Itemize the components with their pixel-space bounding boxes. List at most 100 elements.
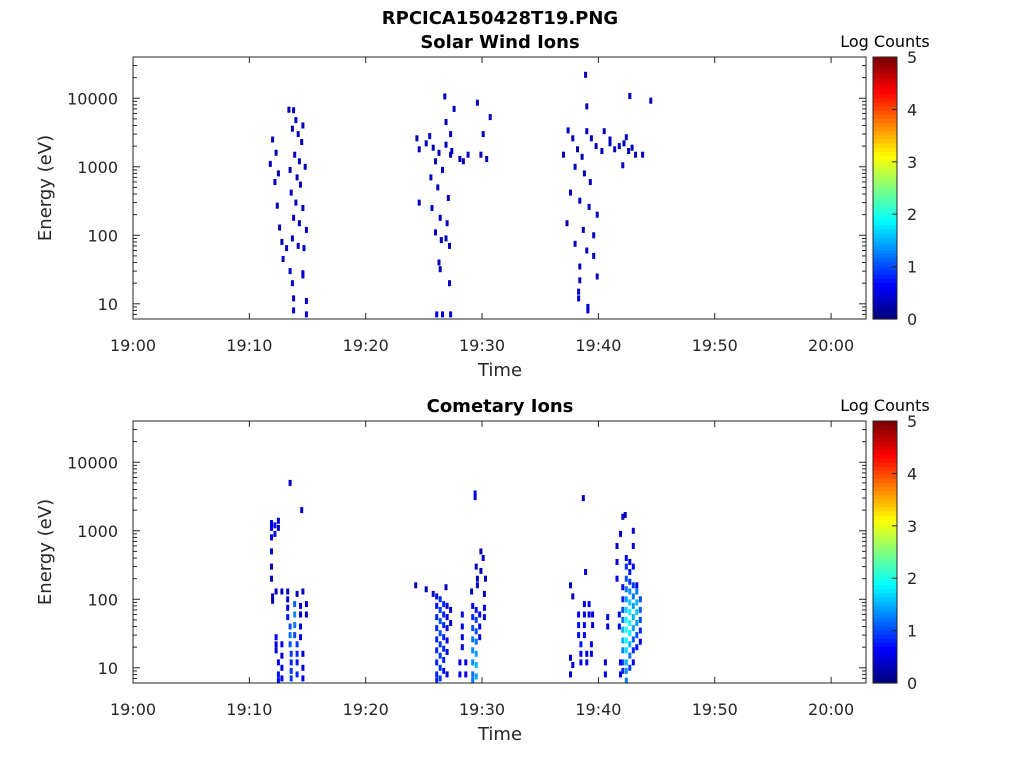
spectrogram-cell: [438, 664, 442, 671]
spectrogram-cell: [274, 634, 278, 641]
spectrogram-cell: [275, 202, 279, 209]
colorbar-segment: [873, 580, 897, 586]
spectrogram-cell: [438, 652, 442, 659]
spectrogram-cell: [631, 582, 635, 589]
spectrogram-cell: [600, 148, 604, 154]
colorbar-segment: [873, 208, 897, 214]
colorbar-segment: [873, 220, 897, 226]
x-tick-label: 19:10: [226, 336, 272, 355]
spectrogram-cell: [624, 667, 628, 674]
colorbar-segment: [873, 249, 897, 255]
spectrogram-cell: [288, 166, 292, 173]
colorbar-segment: [873, 216, 897, 222]
y-tick-label: 10000: [67, 453, 118, 472]
spectrogram-cell: [297, 158, 301, 165]
colorbar-segment: [873, 572, 897, 578]
spectrogram-cell: [594, 143, 598, 150]
spectrogram-cell: [569, 582, 572, 589]
spectrogram-cell: [624, 563, 628, 570]
colorbar-segment: [873, 85, 897, 91]
spectrogram-cell: [302, 245, 306, 252]
spectrogram-cell: [439, 237, 443, 244]
spectrogram-cell: [606, 623, 610, 630]
spectrogram-cell: [586, 307, 590, 314]
colorbar-segment: [873, 515, 897, 520]
spectrogram-cell: [276, 671, 280, 678]
spectrogram-cell: [438, 266, 442, 273]
colorbar-segment: [873, 560, 897, 565]
spectrogram-cell: [482, 614, 486, 621]
spectrogram-cell: [624, 637, 628, 644]
spectrogram-cell: [579, 641, 583, 648]
spectrogram-cell: [479, 151, 483, 158]
colorbar-segment: [873, 183, 897, 189]
spectrogram-cell: [288, 623, 292, 630]
colorbar-segment: [873, 597, 897, 602]
x-axis-ticks: 19:00 19:10 19:20 19:30 19:40 19:50 20:00: [110, 57, 854, 355]
spectrogram-cell: [638, 596, 642, 603]
colorbar-segment: [873, 142, 897, 148]
spectrogram-cell: [293, 611, 297, 618]
spectrogram-cell: [592, 232, 596, 239]
colorbar-segment: [873, 126, 897, 132]
colorbar-segment: [873, 437, 897, 443]
spectrogram-cell: [289, 189, 293, 196]
spectrogram-cell: [631, 527, 635, 534]
colorbar-segment: [873, 224, 897, 230]
y-tick-label: 100: [87, 226, 118, 245]
spectrogram-cell: [589, 135, 593, 142]
colorbar-segment: [873, 564, 897, 569]
colorbar-segment: [873, 654, 897, 660]
spectrogram-cell: [444, 119, 448, 125]
x-axis-label: Time: [477, 360, 522, 381]
spectrogram-cell: [635, 588, 639, 595]
x-tick-label: 19:30: [459, 700, 505, 719]
spectrogram-cell: [473, 490, 477, 497]
spectrogram-cell: [437, 149, 441, 156]
spectrogram-cell: [292, 107, 296, 114]
plot-frame: [132, 56, 867, 320]
spectrogram-cell: [288, 268, 292, 275]
spectrogram-cell: [278, 224, 282, 231]
spectrogram-cell: [448, 280, 451, 287]
spectrogram-cell: [484, 575, 487, 582]
figure-title: RPCICA150428T19.PNG: [382, 8, 618, 29]
spectrogram-cell: [471, 636, 475, 643]
spectrogram-cell: [471, 659, 475, 666]
colorbar-segment: [873, 662, 897, 668]
spectrogram-cell: [589, 650, 593, 657]
spectrogram-cell: [290, 235, 294, 242]
colorbar-segment: [873, 245, 897, 250]
y-axis-ticks: 10 100 1000 10000: [67, 56, 866, 320]
spectrogram-cell: [288, 641, 292, 648]
colorbar-segment: [873, 233, 897, 238]
spectrogram-cell: [270, 575, 273, 582]
spectrogram-cell: [471, 602, 475, 609]
colorbar-segment: [873, 97, 897, 103]
colorbar-segment: [873, 502, 897, 508]
spectrogram-cell: [442, 645, 446, 652]
spectrogram-cell: [285, 245, 289, 252]
spectrogram-cell: [603, 671, 607, 678]
colorbar-segment: [873, 114, 897, 119]
colorbar-segment: [873, 421, 897, 426]
spectrogram-cell: [471, 677, 475, 684]
spectrogram-cell: [471, 614, 475, 621]
y-axis-ticks: 10 100 1000 10000: [67, 420, 866, 684]
spectrogram-cell: [482, 604, 486, 611]
spectrogram-cell: [478, 623, 482, 630]
colorbar-segment: [873, 118, 897, 124]
spectrogram-cell: [592, 252, 596, 259]
spectrogram-cell: [615, 559, 619, 565]
y-tick-label: 10: [98, 659, 118, 678]
spectrogram-cell: [621, 513, 625, 520]
spectrogram-cell: [478, 611, 482, 618]
spectrogram-cell: [301, 205, 305, 211]
colorbar-segment: [873, 601, 897, 606]
colorbar-tick-label: 2: [907, 569, 917, 588]
y-axis-label: Energy (eV): [35, 135, 56, 241]
spectrogram-cell: [577, 632, 581, 639]
colorbar-tick-label: 2: [907, 205, 917, 224]
x-tick-label: 19:40: [575, 700, 621, 719]
spectrogram-cell: [475, 575, 479, 582]
